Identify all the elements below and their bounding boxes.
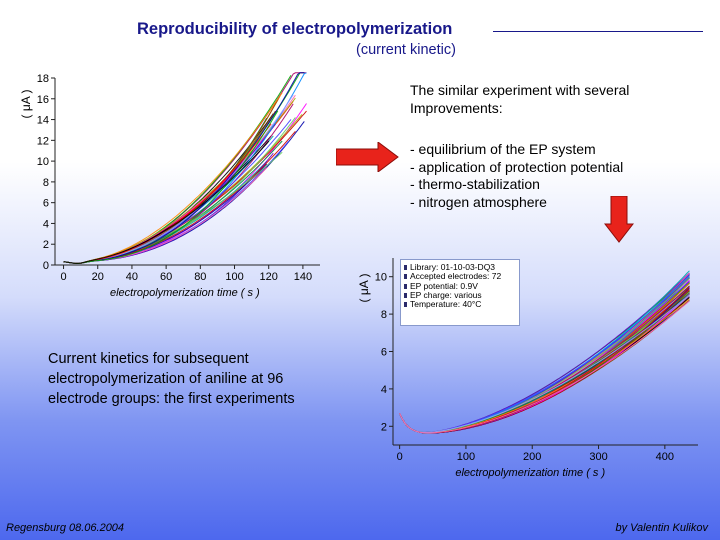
y-tick-label: 8 <box>43 177 49 189</box>
x-tick-label: 100 <box>457 451 475 463</box>
y-tick-label: 4 <box>381 384 387 396</box>
x-tick-label: 140 <box>294 271 312 283</box>
legend-library: Library: 01-10-03-DQ3 <box>404 262 515 272</box>
title-rule <box>493 31 703 32</box>
x-tick-label: 80 <box>194 271 206 283</box>
right-arrow-icon <box>336 142 399 172</box>
y-tick-label: 2 <box>381 421 387 433</box>
y-tick-label: 12 <box>37 135 49 147</box>
series-line <box>63 72 305 264</box>
x-tick-label: 0 <box>397 451 403 463</box>
improvements-list: - equilibrium of the EP system - applica… <box>410 141 623 211</box>
footer-author: by Valentin Kulikov <box>615 522 708 534</box>
y-tick-label: 18 <box>37 73 49 85</box>
improvements-intro-line: The similar experiment with several <box>410 82 630 98</box>
chart-caption: Current kinetics for subsequent electrop… <box>48 351 295 407</box>
y-tick-label: 14 <box>37 115 49 127</box>
y-tick-label: 2 <box>43 239 49 251</box>
y-tick-label: 6 <box>43 198 49 210</box>
x-tick-label: 0 <box>60 271 66 283</box>
x-tick-label: 120 <box>260 271 278 283</box>
slide-title: Reproducibility of electropolymerization <box>137 20 453 38</box>
improvement-item: - thermo-stabilization <box>410 176 540 192</box>
legend-accepted-electrodes: Accepted electrodes: 72 <box>404 271 515 281</box>
x-tick-label: 200 <box>523 451 541 463</box>
series-line <box>63 140 270 264</box>
improvement-item: - equilibrium of the EP system <box>410 141 596 157</box>
improvements-intro: The similar experiment with several Impr… <box>410 82 629 117</box>
y-tick-label: 6 <box>381 347 387 359</box>
x-tick-label: 100 <box>225 271 243 283</box>
slide-subtitle: (current kinetic) <box>356 42 456 58</box>
series-line <box>63 110 279 264</box>
x-tick-label: 300 <box>589 451 607 463</box>
series-line <box>399 294 690 433</box>
y-tick-label: 16 <box>37 94 49 106</box>
y-tick-label: 4 <box>43 218 49 230</box>
y-tick-label: 8 <box>381 309 387 321</box>
y-tick-label: 10 <box>375 272 387 284</box>
improvement-item: - application of protection potential <box>410 158 624 175</box>
y-axis-label: ( μA ) <box>357 274 371 303</box>
legend-ep-potential: EP potential: 0.9V <box>404 281 515 291</box>
x-tick-label: 60 <box>160 271 172 283</box>
x-tick-label: 400 <box>656 451 674 463</box>
improvements-intro-line: Improvements: <box>410 99 503 116</box>
footer-location-date: Regensburg 08.06.2004 <box>6 522 125 534</box>
x-tick-label: 40 <box>126 271 138 283</box>
x-axis-label: electropolymerization time ( s ) <box>110 287 260 299</box>
series-line <box>399 300 690 434</box>
y-tick-label: 10 <box>37 156 49 168</box>
legend-ep-charge: EP charge: various <box>404 290 515 300</box>
legend-temperature: Temperature: 40°C <box>404 299 515 309</box>
x-tick-label: 20 <box>92 271 104 283</box>
improvement-item: - nitrogen atmosphere <box>410 193 547 210</box>
x-axis-label: electropolymerization time ( s ) <box>455 467 605 479</box>
y-tick-label: 0 <box>43 260 49 272</box>
chart-legend-box: Library: 01-10-03-DQ3 Accepted electrode… <box>400 259 520 326</box>
y-axis-label: ( μA ) <box>19 90 33 119</box>
down-arrow-icon <box>604 196 634 243</box>
